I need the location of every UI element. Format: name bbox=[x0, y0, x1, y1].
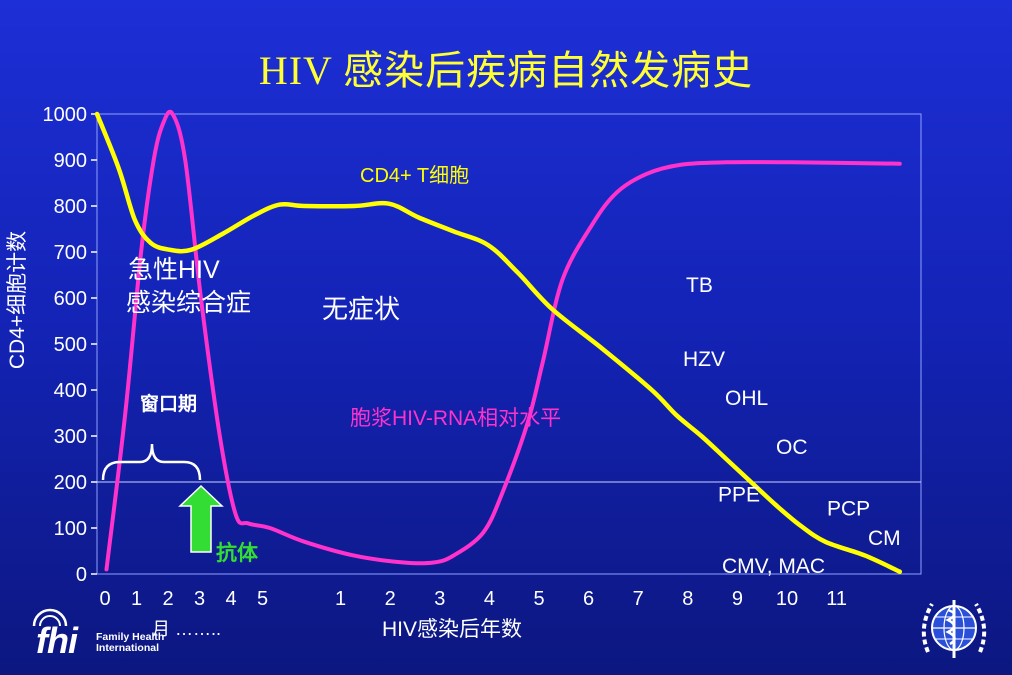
x-tick-label-year: 3 bbox=[434, 588, 445, 610]
x-tick-label-year: 1 bbox=[335, 588, 346, 610]
months-label: 月 …….. bbox=[152, 619, 221, 639]
x-axis-label: HIV感染后年数 bbox=[382, 618, 522, 641]
x-tick-label-month: 3 bbox=[194, 588, 205, 610]
y-tick-label: 600 bbox=[54, 288, 87, 310]
x-tick-label-year: 6 bbox=[583, 588, 594, 610]
slide-title: HIV 感染后疾病自然发病史 bbox=[258, 48, 754, 93]
x-tick-label-year: 4 bbox=[484, 588, 495, 610]
x-tick-label-year: 11 bbox=[826, 588, 847, 610]
opportunistic-label: CMV, MAC bbox=[722, 555, 825, 578]
fhi-text: Family Health International bbox=[96, 631, 165, 654]
y-tick-label: 700 bbox=[54, 242, 87, 264]
acute-label-line2: 感染综合症 bbox=[126, 289, 251, 317]
y-tick-label: 500 bbox=[54, 334, 87, 356]
x-tick-label-year: 8 bbox=[682, 588, 693, 610]
opportunistic-label: PPE bbox=[718, 484, 760, 507]
cd4-series-label: CD4+ T细胞 bbox=[360, 164, 469, 187]
series-line-cd4 bbox=[94, 111, 903, 574]
antibody-arrow-icon bbox=[178, 484, 224, 553]
opportunistic-label: HZV bbox=[683, 348, 725, 371]
fhi-arcs-icon bbox=[32, 608, 68, 627]
y-tick-label: 1000 bbox=[43, 104, 88, 126]
x-tick-label-year: 2 bbox=[385, 588, 396, 610]
y-tick-label: 300 bbox=[54, 426, 87, 448]
x-tick-label-year: 7 bbox=[633, 588, 644, 610]
y-tick-label: 900 bbox=[54, 150, 87, 172]
window-period-bracket bbox=[101, 443, 202, 481]
x-tick-label-month: 4 bbox=[225, 588, 236, 610]
y-tick-label: 200 bbox=[54, 472, 87, 494]
fhi-mark: fhi bbox=[36, 620, 78, 661]
x-tick-label-year: 10 bbox=[776, 588, 798, 610]
x-tick-label-month: 5 bbox=[257, 588, 268, 610]
opportunistic-label: OHL bbox=[725, 387, 768, 410]
y-axis-label: CD4+细胞计数 bbox=[6, 231, 29, 369]
y-tick-labels: 0 100 200 300 400 500 600 700 800 900 1000 bbox=[43, 104, 97, 586]
y-tick-label: 400 bbox=[54, 380, 87, 402]
x-tick-labels-years: 1 2 3 4 5 6 7 8 9 10 11 bbox=[335, 588, 847, 610]
series-line-hiv-rna bbox=[104, 109, 902, 572]
fhi-logo: fhi Family Health International bbox=[22, 606, 172, 662]
x-tick-label-year: 9 bbox=[732, 588, 743, 610]
x-tick-label-month: 1 bbox=[131, 588, 142, 610]
acute-label-line1: 急性HIV bbox=[128, 256, 220, 284]
opportunistic-label: TB bbox=[686, 274, 713, 297]
opportunistic-label: OC bbox=[776, 436, 808, 459]
who-emblem-icon bbox=[921, 600, 987, 658]
window-period-label: 窗口期 bbox=[140, 392, 197, 415]
x-tick-label-year: 5 bbox=[533, 588, 544, 610]
y-tick-label: 100 bbox=[54, 518, 87, 540]
x-tick-label-month: 2 bbox=[162, 588, 173, 610]
asymptomatic-label: 无症状 bbox=[322, 294, 400, 324]
x-tick-label-month: 0 bbox=[99, 588, 110, 610]
y-tick-label: 0 bbox=[76, 564, 87, 586]
opportunistic-label: PCP bbox=[827, 497, 870, 520]
antibody-label: 抗体 bbox=[216, 541, 259, 565]
rna-series-label: 胞浆HIV-RNA相对水平 bbox=[350, 407, 561, 430]
y-tick-label: 800 bbox=[54, 196, 87, 218]
opportunistic-label: CM bbox=[868, 527, 901, 550]
